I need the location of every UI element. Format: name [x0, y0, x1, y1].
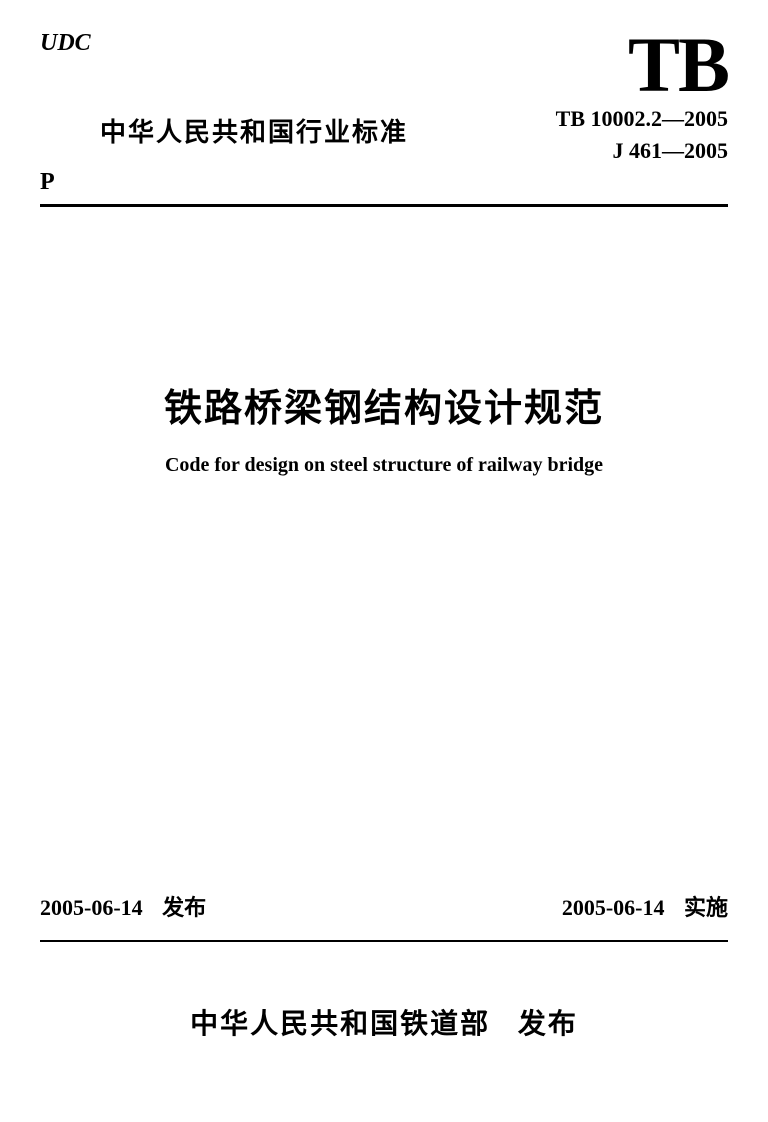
udc-label: UDC	[40, 30, 408, 57]
header-region: UDC 中华人民共和国行业标准 P TB TB 10002.2—2005 J 4…	[40, 30, 728, 196]
header-left: UDC 中华人民共和国行业标准 P	[40, 30, 408, 196]
title-block: 铁路桥梁钢结构设计规范 Code for design on steel str…	[40, 377, 728, 477]
divider-top	[40, 204, 728, 207]
issue-date: 2005-06-14	[40, 895, 143, 920]
impl-date: 2005-06-14	[562, 895, 665, 920]
publisher-action: 发布	[518, 1008, 578, 1039]
standard-code-2: J 461—2005	[556, 138, 728, 164]
tb-logo: TB	[556, 30, 728, 100]
issue-date-block: 2005-06-14 发布	[40, 890, 206, 922]
divider-bottom	[40, 940, 728, 942]
issue-label: 发布	[162, 895, 206, 920]
impl-date-block: 2005-06-14 实施	[562, 890, 728, 922]
standard-code-1: TB 10002.2—2005	[556, 106, 728, 132]
title-chinese: 铁路桥梁钢结构设计规范	[40, 377, 728, 432]
title-english: Code for design on steel structure of ra…	[40, 454, 728, 477]
standard-category: 中华人民共和国行业标准	[100, 112, 408, 149]
header-right: TB TB 10002.2—2005 J 461—2005	[556, 30, 728, 164]
p-label: P	[40, 169, 408, 196]
publisher-org: 中华人民共和国铁道部	[190, 1008, 490, 1039]
publisher-line: 中华人民共和国铁道部 发布	[0, 1002, 768, 1042]
impl-label: 实施	[684, 895, 728, 920]
dates-row: 2005-06-14 发布 2005-06-14 实施	[40, 890, 728, 922]
